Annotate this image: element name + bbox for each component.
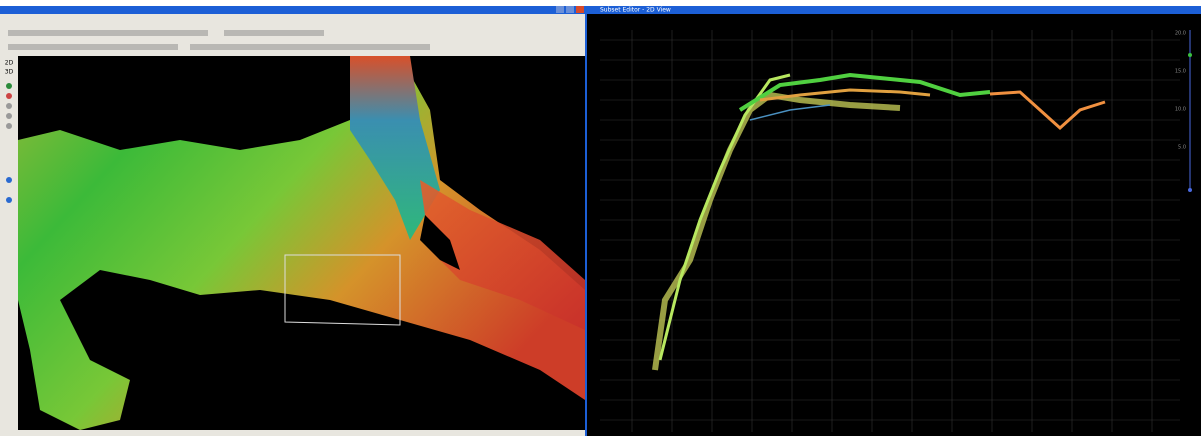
depth-scale-label: 10.0 — [1175, 107, 1186, 113]
maximize-button[interactable] — [566, 6, 574, 13]
view-3d-button[interactable]: 3D — [5, 69, 14, 76]
view-2d-button[interactable]: 2D — [5, 60, 14, 67]
status-bar — [0, 430, 585, 436]
depth-scale-label: 20.0 — [1175, 31, 1186, 37]
close-button[interactable] — [576, 6, 584, 13]
depth-scale-label: 15.0 — [1175, 69, 1186, 75]
minimize-button[interactable] — [556, 6, 564, 13]
window-title: Subset Editor - 2D View — [600, 7, 671, 14]
screen: Subset Editor - 2D View 2D 3D — [0, 0, 1201, 436]
depth-scale-handle[interactable] — [1188, 53, 1192, 57]
page: Subset Editor - 2D View 2D 3D — [0, 0, 1201, 436]
right-title-bar — [585, 6, 1201, 14]
left-title-bar — [0, 6, 585, 14]
depth-scale-handle[interactable] — [1188, 188, 1192, 192]
side-toolbar — [0, 56, 18, 430]
depth-scale-label: 5.0 — [1178, 145, 1186, 151]
